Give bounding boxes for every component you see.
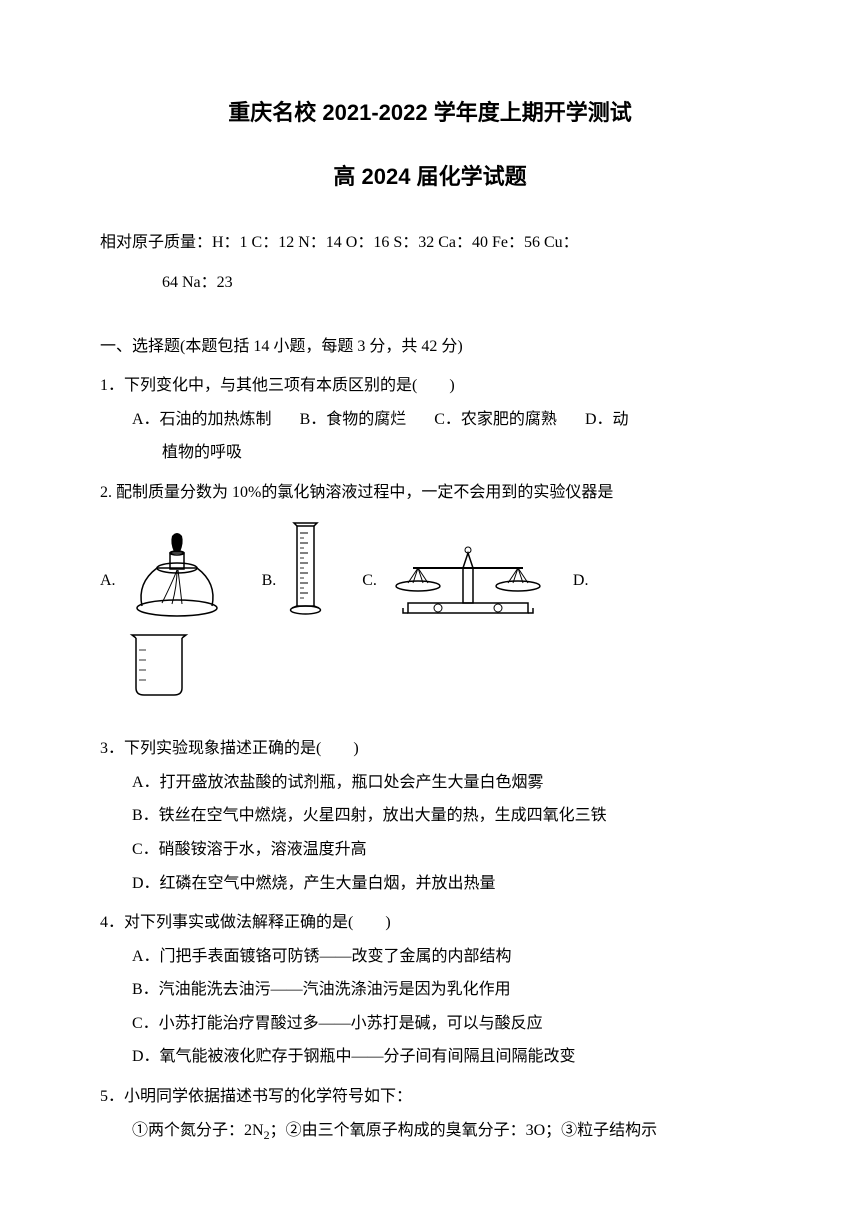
q4-stem: 4．对下列事实或做法解释正确的是( ) [100, 906, 760, 940]
q2-optA: A. [100, 528, 232, 618]
question-5: 5．小明同学依据描述书写的化学符号如下： ①两个氮分子：2N2；②由三个氧原子构… [100, 1080, 760, 1148]
q3-optD: D．红磷在空气中燃烧，产生大量白烟，并放出热量 [100, 867, 760, 901]
q3-optA: A．打开盛放浓盐酸的试剂瓶，瓶口处会产生大量白色烟雾 [100, 766, 760, 800]
beaker-icon [124, 630, 199, 702]
title-main: 重庆名校 2021-2022 学年度上期开学测试 [100, 90, 760, 136]
atomic-mass-line1: 相对原子质量：H：1 C：12 N：14 O：16 S：32 Ca：40 Fe：… [100, 226, 760, 260]
q2-letterC: C. [362, 564, 377, 618]
q2-optD: D. [573, 564, 595, 618]
graduated-cylinder-icon [282, 518, 332, 618]
q5-line2b: ；②由三个氧原子构成的臭氧分子：3O；③粒子结构示 [270, 1122, 658, 1139]
q4-optD: D．氧气能被液化贮存于钢瓶中——分子间有间隔且间隔能改变 [100, 1040, 760, 1074]
q4-optB: B．汽油能洗去油污——汽油洗涤油污是因为乳化作用 [100, 973, 760, 1007]
q2-images-row: A. B. [100, 518, 760, 618]
atomic-mass-line2: 64 Na：23 [100, 266, 760, 300]
q1-stem: 1．下列变化中，与其他三项有本质区别的是( ) [100, 369, 760, 403]
q1-optA: A．石油的加热炼制 [132, 403, 272, 437]
title-sub: 高 2024 届化学试题 [100, 154, 760, 200]
q2-beaker-row [100, 630, 760, 715]
question-1: 1．下列变化中，与其他三项有本质区别的是( ) A．石油的加热炼制 B．食物的腐… [100, 369, 760, 470]
q2-letterA: A. [100, 564, 116, 618]
q3-optC: C．硝酸铵溶于水，溶液温度升高 [100, 833, 760, 867]
q4-optA: A．门把手表面镀铬可防锈——改变了金属的内部结构 [100, 940, 760, 974]
q2-optC: C. [362, 528, 553, 618]
q2-optB: B. [262, 518, 333, 618]
alcohol-lamp-icon [122, 528, 232, 618]
section-1-header: 一、选择题(本题包括 14 小题，每题 3 分，共 42 分) [100, 330, 760, 364]
q4-optC: C．小苏打能治疗胃酸过多——小苏打是碱，可以与酸反应 [100, 1007, 760, 1041]
q3-optB: B．铁丝在空气中燃烧，火星四射，放出大量的热，生成四氧化三铁 [100, 799, 760, 833]
q1-optB: B．食物的腐烂 [300, 403, 407, 437]
q2-stem: 2. 配制质量分数为 10%的氯化钠溶液过程中，一定不会用到的实验仪器是 [100, 476, 760, 510]
q2-letterD: D. [573, 564, 589, 618]
q1-optD: D．动 [585, 403, 629, 437]
q1-options: A．石油的加热炼制 B．食物的腐烂 C．农家肥的腐熟 D．动 [100, 403, 760, 437]
balance-scale-icon [383, 528, 553, 618]
q1-optC: C．农家肥的腐熟 [434, 403, 557, 437]
q5-stem: 5．小明同学依据描述书写的化学符号如下： [100, 1080, 760, 1114]
question-3: 3．下列实验现象描述正确的是( ) A．打开盛放浓盐酸的试剂瓶，瓶口处会产生大量… [100, 732, 760, 900]
q5-line2: ①两个氮分子：2N2；②由三个氧原子构成的臭氧分子：3O；③粒子结构示 [100, 1114, 760, 1148]
question-4: 4．对下列事实或做法解释正确的是( ) A．门把手表面镀铬可防锈——改变了金属的… [100, 906, 760, 1074]
q1-optD-cont: 植物的呼吸 [100, 436, 760, 470]
q3-stem: 3．下列实验现象描述正确的是( ) [100, 732, 760, 766]
q2-letterB: B. [262, 564, 277, 618]
q5-line2a: ①两个氮分子：2N [132, 1122, 264, 1139]
question-2: 2. 配制质量分数为 10%的氯化钠溶液过程中，一定不会用到的实验仪器是 A. [100, 476, 760, 714]
